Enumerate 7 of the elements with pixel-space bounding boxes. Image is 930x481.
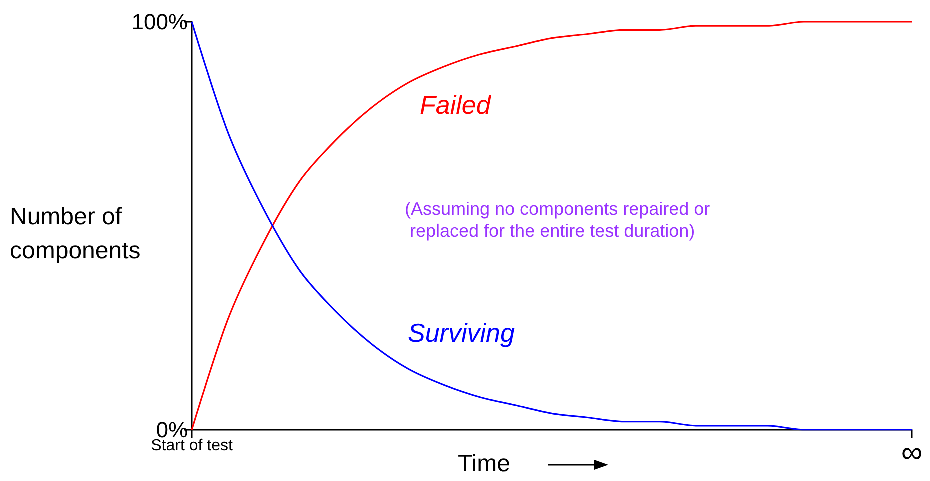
y-tick-label: 100% bbox=[132, 10, 188, 34]
annotation: (Assuming no components repaired or replaced for the entire test duration) bbox=[405, 199, 710, 241]
x-axis-title: Time bbox=[458, 450, 510, 478]
y-axis-title: Number of components bbox=[10, 204, 141, 264]
series-label: Failed bbox=[420, 90, 492, 120]
x-tick-label: ∞ bbox=[901, 436, 923, 470]
series-label: Surviving bbox=[408, 318, 516, 348]
